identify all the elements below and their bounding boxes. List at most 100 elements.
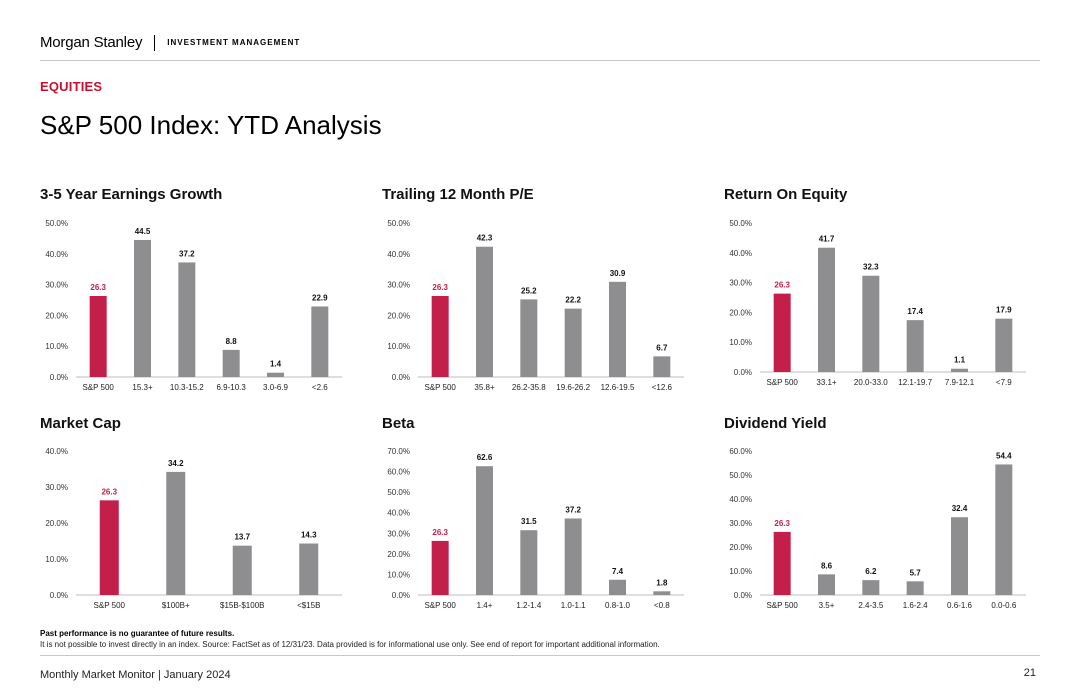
y-tick-label: 50.0% [729,219,752,228]
data-label: 44.5 [135,227,151,236]
chart-return-on-equity: 0.0% 10.0% 20.0% 30.0% 40.0% 50.0% 26.3 S&P 500… [729,219,1026,387]
data-label: 26.3 [101,487,117,496]
bar [299,543,319,595]
y-tick-label: 60.0% [387,468,410,477]
y-tick-label: 30.0% [45,483,68,492]
bar [773,531,791,595]
x-tick-label: <12.6 [652,383,673,392]
y-tick-label: 10.0% [45,342,68,351]
data-label: 26.3 [432,528,448,537]
data-label: 32.4 [952,504,968,513]
data-label: 54.4 [996,451,1012,460]
data-label: 8.8 [226,337,238,346]
x-tick-label: $100B+ [162,601,190,610]
y-tick-label: 0.0% [392,373,410,382]
y-tick-label: 30.0% [387,529,410,538]
x-tick-label: 19.6-26.2 [556,383,590,392]
chart-title-dividend-yield: Dividend Yield [724,415,827,432]
bar [609,579,626,595]
y-tick-label: 20.0% [45,519,68,528]
data-label: 1.8 [656,578,668,587]
top-rule [40,60,1040,61]
chart-trailing-pe: 0.0% 10.0% 20.0% 30.0% 40.0% 50.0% 26.3 S&P 500… [387,219,684,392]
bar [862,275,880,372]
y-tick-label: 50.0% [387,488,410,497]
x-tick-label: 12.6-19.5 [601,383,635,392]
bar [431,540,449,595]
chart-title-earnings-growth: 3-5 Year Earnings Growth [40,186,223,203]
y-tick-label: 10.0% [729,338,752,347]
bar [906,320,924,372]
chart-dividend-yield: 0.0% 10.0% 20.0% 30.0% 40.0% 50.0% 60.0% 26.3 S&… [729,447,1026,610]
x-tick-label: <7.9 [996,378,1012,387]
bar [520,530,538,595]
bar [818,247,835,372]
bar [476,466,493,595]
brand-logo: Morgan Stanley [40,34,143,51]
bar [431,295,449,377]
y-tick-label: 0.0% [392,591,410,600]
data-label: 14.3 [301,531,317,540]
header-divider [154,34,156,51]
data-label: 7.4 [612,567,624,576]
y-tick-label: 40.0% [387,250,410,259]
data-label: 8.6 [821,561,833,570]
chart-title-beta: Beta [382,415,415,432]
bar [311,306,329,377]
x-tick-label: 7.9-12.1 [945,378,975,387]
chart-title-return-on-equity: Return On Equity [724,186,848,203]
data-label: 26.3 [432,283,448,292]
bar [862,580,880,595]
y-tick-label: 20.0% [387,550,410,559]
data-label: 32.3 [863,263,879,272]
x-tick-label: $15B-$100B [220,601,264,610]
y-tick-label: 30.0% [729,519,752,528]
x-tick-label: S&P 500 [766,378,798,387]
disclaimer-bold: Past performance is no guarantee of futu… [40,629,235,638]
data-label: 30.9 [610,269,626,278]
bar [520,299,538,377]
data-label: 1.1 [954,356,966,365]
x-tick-label: 26.2-35.8 [512,383,546,392]
x-tick-label: 1.4+ [477,601,493,610]
chart-title-trailing-pe: Trailing 12 Month P/E [382,186,534,203]
data-label: 37.2 [565,505,581,514]
y-tick-label: 20.0% [729,308,752,317]
bar [951,368,968,372]
chart-title-market-cap: Market Cap [40,415,121,432]
x-tick-label: 3.5+ [819,601,835,610]
data-label: 34.2 [168,459,184,468]
y-tick-label: 0.0% [734,591,752,600]
y-tick-label: 40.0% [729,249,752,258]
data-label: 26.3 [90,283,106,292]
bar [476,246,493,377]
y-tick-label: 10.0% [387,342,410,351]
x-tick-label: 0.6-1.6 [947,601,972,610]
x-tick-label: 1.0-1.1 [561,601,586,610]
y-tick-label: 50.0% [387,219,410,228]
chart-beta: 0.0% 10.0% 20.0% 30.0% 40.0% 50.0% 60.0% 70.0% 2… [387,447,684,610]
x-tick-label: 0.0-0.6 [991,601,1016,610]
bar [653,591,671,595]
x-tick-label: 35.8+ [474,383,495,392]
y-tick-label: 40.0% [387,509,410,518]
x-tick-label: 3.0-6.9 [263,383,288,392]
y-tick-label: 0.0% [50,373,68,382]
x-tick-label: 12.1-19.7 [898,378,932,387]
y-tick-label: 10.0% [45,555,68,564]
data-label: 13.7 [234,533,250,542]
bar [267,372,284,377]
bar [89,295,107,377]
page-number: 21 [1023,667,1036,679]
y-tick-label: 0.0% [734,368,752,377]
bar [564,518,582,595]
bar [564,308,582,377]
header: Morgan Stanley INVESTMENT MANAGEMENT [40,34,300,51]
bar [906,581,924,595]
data-label: 37.2 [179,249,195,258]
data-label: 22.9 [312,293,328,302]
x-tick-label: S&P 500 [766,601,798,610]
data-label: 17.4 [907,307,923,316]
y-tick-label: 20.0% [45,311,68,320]
x-tick-label: 1.2-1.4 [516,601,541,610]
